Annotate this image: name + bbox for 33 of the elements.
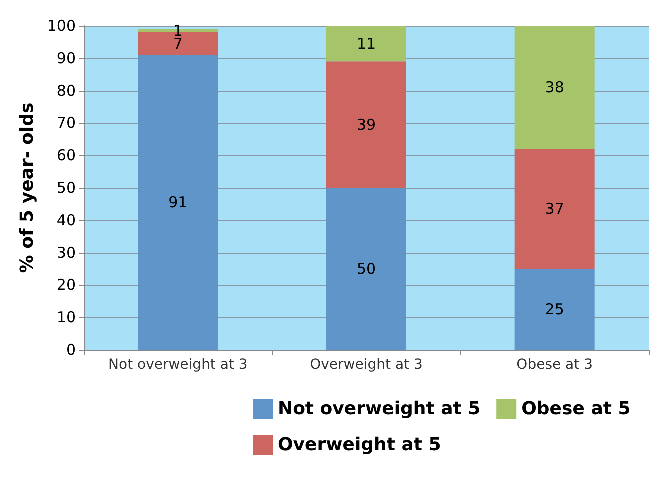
bar [326, 26, 406, 62]
data-label: 39 [356, 116, 376, 134]
y-tick-label: 70 [56, 114, 76, 132]
data-label: 7 [173, 34, 183, 53]
y-tick-label: 90 [56, 49, 76, 68]
bar [326, 188, 406, 350]
y-tick-label: 40 [56, 211, 76, 230]
data-label: 50 [356, 260, 376, 278]
y-tick-label: 20 [56, 276, 76, 294]
y-tick-label: 50 [56, 179, 76, 197]
bar [326, 62, 406, 188]
y-tick-label: 0 [66, 341, 76, 359]
x-tick-label: Overweight at 3 [310, 357, 423, 373]
y-tick-label: 10 [56, 308, 76, 327]
legend-label: Overweight at 5 [278, 434, 442, 456]
data-label: 11 [356, 34, 376, 53]
data-label: 25 [545, 300, 564, 318]
bar [514, 269, 595, 350]
bar [138, 55, 218, 350]
x-tick-label: Not overweight at 3 [108, 357, 248, 373]
bar [514, 26, 595, 150]
legend-label: Not overweight at 5 [278, 398, 481, 420]
x-tick-label: Obese at 3 [516, 357, 593, 373]
data-label: 38 [545, 78, 564, 97]
bar [514, 149, 595, 269]
y-tick-label: 60 [56, 146, 76, 165]
y-tick-label: 100 [47, 17, 76, 35]
data-label: 91 [168, 194, 188, 212]
y-tick-label: 30 [56, 244, 76, 262]
y-axis-title: % of 5 year- olds [16, 102, 38, 274]
data-label: 37 [545, 200, 564, 218]
legend-label: Obese at 5 [522, 398, 631, 420]
y-tick-label: 80 [56, 82, 76, 100]
